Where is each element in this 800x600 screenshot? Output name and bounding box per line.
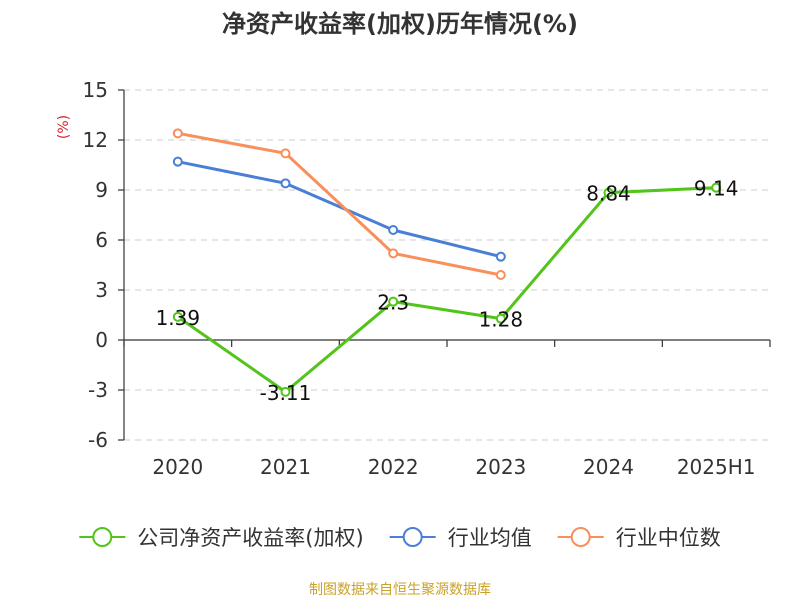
x-tick-label: 2022 xyxy=(368,455,419,479)
y-tick-label: 3 xyxy=(95,278,108,302)
series-0 xyxy=(172,182,722,397)
data-point[interactable] xyxy=(495,270,506,280)
data-point[interactable] xyxy=(172,156,183,167)
legend-label: 公司净资产收益率(加权) xyxy=(137,526,363,550)
series-line xyxy=(177,160,502,259)
x-tick-label: 2020 xyxy=(152,455,203,479)
legend-circle-marker xyxy=(92,527,113,547)
series-line xyxy=(176,186,717,394)
legend-item[interactable]: 公司净资产收益率(加权) xyxy=(79,526,364,550)
data-point[interactable] xyxy=(388,296,399,307)
source-note: 制图数据来自恒生聚源数据库 xyxy=(309,582,491,598)
data-point[interactable] xyxy=(172,311,183,322)
x-tick-label: 2021 xyxy=(260,455,311,479)
x-tick-label: 2023 xyxy=(475,455,526,479)
data-point[interactable] xyxy=(280,386,291,397)
data-point[interactable] xyxy=(495,251,506,262)
y-tick-label: 0 xyxy=(95,328,108,352)
y-axis-label: (%) xyxy=(56,115,72,139)
data-point[interactable] xyxy=(603,187,614,198)
legend-label: 行业中位数 xyxy=(616,526,721,550)
y-tick-label: -6 xyxy=(88,428,108,452)
legend-circle-marker xyxy=(570,527,591,547)
data-point[interactable] xyxy=(495,313,506,324)
legend[interactable]: 公司净资产收益率(加权) 行业均值 行业中位数 xyxy=(79,526,721,550)
legend-label: 行业均值 xyxy=(448,526,532,550)
data-label: 2.3 xyxy=(377,291,409,315)
series-line xyxy=(177,131,502,277)
y-tick-label: -3 xyxy=(88,378,108,402)
data-label: 9.14 xyxy=(694,177,739,201)
data-point[interactable] xyxy=(280,148,291,159)
legend-items[interactable]: 公司净资产收益率(加权) 行业均值 行业中位数 xyxy=(79,526,721,550)
data-label: 8.84 xyxy=(586,182,631,206)
x-tick-label: 2025H1 xyxy=(677,455,756,479)
data-labels: 1.39 -3.11 2.3 1.28 8.84 9.14 xyxy=(156,177,739,405)
axes: 15 12 9 6 3 0 -3 -6 2020 2021 2022 2023 2024 2025H1 xyxy=(83,78,771,479)
x-tick-label: 2024 xyxy=(583,455,634,479)
data-label: 1.28 xyxy=(479,308,524,332)
data-label: -3.11 xyxy=(260,381,312,405)
legend-item[interactable]: 行业均值 xyxy=(389,526,532,550)
data-point[interactable] xyxy=(172,128,183,139)
data-point[interactable] xyxy=(388,248,399,259)
data-point[interactable] xyxy=(711,182,722,193)
legend-item[interactable]: 行业中位数 xyxy=(557,526,721,550)
data-label: 1.39 xyxy=(156,306,201,330)
y-tick-label: 9 xyxy=(95,178,108,202)
y-tick-label: 15 xyxy=(83,78,108,102)
series-2 xyxy=(172,128,506,280)
gridlines xyxy=(124,89,770,441)
data-point[interactable] xyxy=(280,178,291,189)
series-1 xyxy=(172,156,506,262)
y-tick-label: 12 xyxy=(83,128,108,152)
series-lines xyxy=(172,128,722,397)
legend-circle-marker xyxy=(402,527,423,547)
data-point[interactable] xyxy=(388,225,399,235)
chart-title: 净资产收益率(加权)历年情况(%) xyxy=(222,10,578,38)
y-tick-label: 6 xyxy=(95,228,108,252)
